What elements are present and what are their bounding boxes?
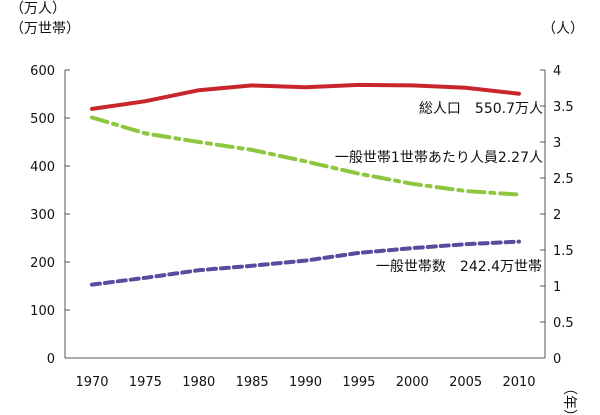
left-y-tick-label: 0: [47, 352, 55, 367]
x-tick-label: 2010: [502, 375, 535, 390]
series-label-3: 一般世帯数 242.4万世帯: [376, 259, 542, 275]
x-tick-label: 2005: [449, 375, 482, 390]
series-layer: [90, 82, 521, 287]
left-y-tick-label: 500: [30, 112, 55, 127]
axes-layer: 0 100 200 300 400 500 600 0 0.5 1 1.5 2 2.5 3 3.5 4 1970…: [30, 64, 574, 390]
right-y-tick-label: 1.5: [553, 244, 574, 259]
x-tick-label: 1995: [342, 375, 375, 390]
right-axis-unit: （人）: [542, 21, 584, 37]
left-y-tick-label: 100: [30, 304, 55, 319]
left-axis-unit-households: （万世帯）: [10, 21, 80, 37]
right-y-tick-label: 1: [553, 280, 561, 295]
right-y-tick-label: 3.5: [553, 100, 574, 115]
series-label-2: 一般世帯1世帯あたり人員2.27人: [335, 150, 543, 166]
x-axis-unit: （年）: [561, 381, 577, 415]
left-y-tick-label: 600: [30, 64, 55, 79]
series-line-3: [90, 239, 521, 287]
series-line-1: [90, 82, 521, 111]
x-tick-label: 1975: [129, 375, 162, 390]
series-label-1: 総人口 550.7万人: [419, 101, 543, 117]
x-tick-label: 1990: [289, 375, 322, 390]
series-line-2: [90, 115, 521, 197]
x-tick-label: 1970: [75, 375, 108, 390]
right-y-tick-label: 3: [553, 136, 561, 151]
right-y-tick-label: 4: [553, 64, 561, 79]
right-y-tick-label: 0.5: [553, 316, 574, 331]
x-tick-label: 2000: [396, 375, 429, 390]
left-y-tick-label: 400: [30, 160, 55, 175]
x-tick-label: 1985: [236, 375, 269, 390]
left-axis-unit-people: （万人）: [10, 1, 66, 17]
right-y-tick-label: 2.5: [553, 172, 574, 187]
left-y-tick-label: 200: [30, 256, 55, 271]
left-y-tick-label: 300: [30, 208, 55, 223]
x-tick-label: 1980: [182, 375, 215, 390]
right-y-tick-label: 2: [553, 208, 561, 223]
right-y-tick-label: 0: [553, 352, 561, 367]
